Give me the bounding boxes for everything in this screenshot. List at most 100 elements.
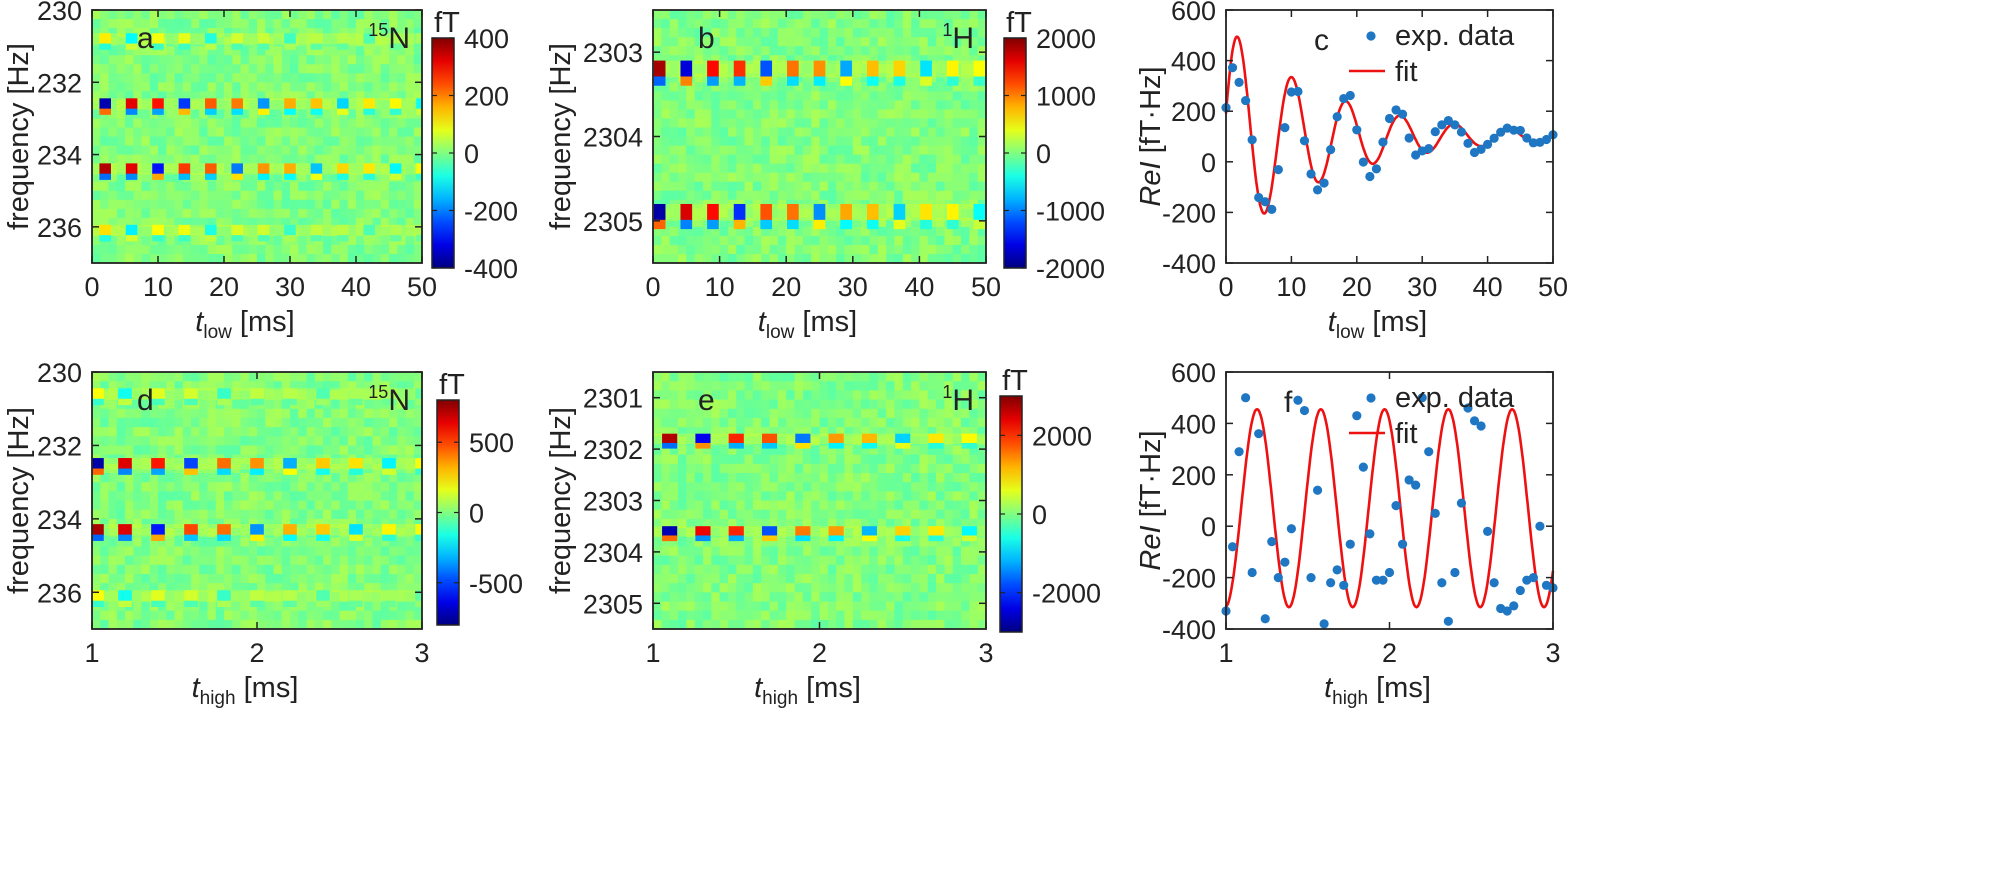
noise-cell <box>257 28 266 38</box>
noise-cell <box>669 55 679 65</box>
noise-cell <box>852 463 862 474</box>
noise-cell <box>240 482 250 492</box>
noise-cell <box>877 491 887 502</box>
noise-cell <box>744 100 754 110</box>
noise-cell <box>836 583 846 593</box>
noise-cell <box>116 91 126 101</box>
noise-cell <box>323 37 332 47</box>
noise-cell <box>711 118 721 129</box>
noise-cell <box>191 145 200 156</box>
noise-cell <box>166 573 176 584</box>
noise-cell <box>861 546 871 557</box>
noise-cell <box>405 55 415 65</box>
noise-cell <box>877 154 887 165</box>
noise-cell <box>174 127 184 138</box>
noise-cell <box>744 208 754 219</box>
noise-cell <box>653 172 662 183</box>
noise-cell <box>149 82 159 92</box>
peak-sideband <box>118 468 132 475</box>
noise-cell <box>752 372 762 382</box>
noise-cell <box>752 619 762 629</box>
noise-cell <box>694 64 704 74</box>
noise-cell <box>694 235 704 246</box>
noise-cell <box>661 417 671 428</box>
data-point <box>1365 171 1375 182</box>
noise-cell <box>719 181 729 192</box>
noise-cell <box>919 390 929 401</box>
noise-cell <box>852 190 862 201</box>
noise-cell <box>380 518 390 529</box>
noise-cell <box>969 28 979 38</box>
noise-cell <box>694 573 704 584</box>
noise-cell <box>961 226 970 237</box>
noise-cell <box>736 100 746 110</box>
noise-cell <box>886 163 896 174</box>
noise-cell <box>811 619 821 629</box>
noise-cell <box>811 509 821 520</box>
noise-cell <box>836 82 846 92</box>
noise-cell <box>761 19 771 29</box>
noise-cell <box>653 592 662 603</box>
noise-cell <box>397 64 407 74</box>
noise-cell <box>669 154 679 165</box>
noise-cell <box>952 592 962 603</box>
noise-cell <box>752 208 762 219</box>
noise-cell <box>752 518 762 529</box>
noise-cell <box>273 427 283 437</box>
noise-cell <box>827 564 837 575</box>
noise-cell <box>356 109 365 120</box>
colorbar-tick-label: -1000 <box>1036 197 1105 227</box>
noise-cell <box>298 10 308 20</box>
noise-cell <box>686 28 696 38</box>
x-tick-label: 0 <box>84 272 99 302</box>
noise-cell <box>786 118 796 129</box>
noise-cell <box>108 55 118 65</box>
noise-cell <box>894 537 904 547</box>
peak-sideband <box>284 173 296 180</box>
noise-cell <box>149 64 159 74</box>
noise-cell <box>694 82 704 92</box>
noise-cell <box>125 619 134 629</box>
noise-cell <box>877 436 887 447</box>
noise-cell <box>125 199 134 210</box>
noise-cell <box>794 10 804 20</box>
x-tick-label: 50 <box>407 272 437 302</box>
noise-cell <box>827 500 837 511</box>
noise-cell <box>108 601 118 612</box>
noise-cell <box>199 509 209 520</box>
noise-cell <box>719 73 729 83</box>
noise-cell <box>364 601 374 612</box>
noise-cell <box>232 82 242 92</box>
noise-cell <box>877 518 887 529</box>
noise-cell <box>719 253 729 263</box>
noise-cell <box>372 564 382 575</box>
noise-cell <box>248 163 258 174</box>
noise-cell <box>719 399 729 410</box>
noise-cell <box>844 100 854 110</box>
noise-cell <box>852 381 862 391</box>
noise-cell <box>919 109 929 120</box>
noise-cell <box>240 583 250 593</box>
noise-cell <box>380 64 390 74</box>
noise-cell <box>364 491 374 502</box>
noise-cell <box>405 454 415 465</box>
noise-cell <box>298 181 308 192</box>
noise-cell <box>669 555 679 566</box>
noise-cell <box>819 491 829 502</box>
noise-cell <box>240 454 250 465</box>
noise-cell <box>224 64 233 74</box>
noise-cell <box>191 82 200 92</box>
noise-cell <box>397 436 407 447</box>
noise-cell <box>116 10 126 20</box>
noise-cell <box>819 583 829 593</box>
noise-cell <box>339 546 349 557</box>
noise-cell <box>827 154 837 165</box>
noise-cell <box>199 226 209 237</box>
noise-cell <box>894 454 904 465</box>
noise-cell <box>314 10 324 20</box>
noise-cell <box>919 163 929 174</box>
noise-cell <box>133 91 143 101</box>
noise-cell <box>298 100 308 110</box>
noise-cell <box>273 390 283 401</box>
noise-cell <box>969 100 979 110</box>
